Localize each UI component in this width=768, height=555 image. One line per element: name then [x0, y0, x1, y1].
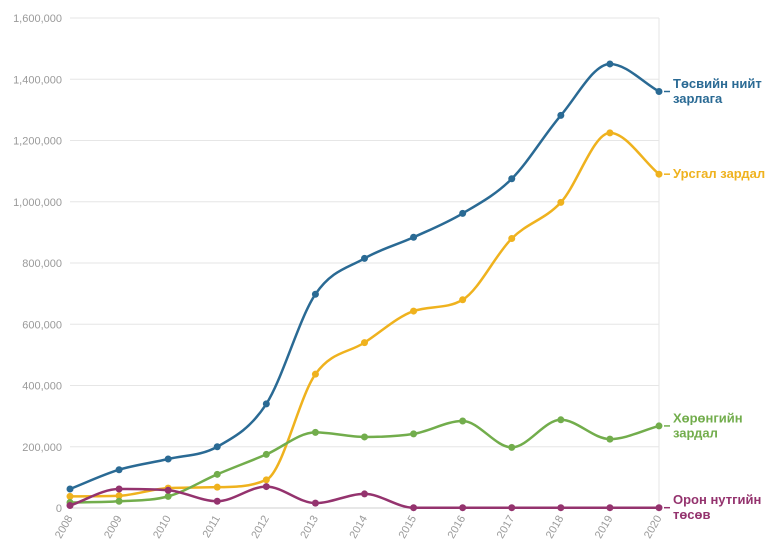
data-point	[410, 233, 418, 241]
x-tick-label: 2015	[397, 514, 420, 541]
x-axis: 2008 2009 2010 2011 2012 2013 2014 2015 2016 2017…	[53, 514, 665, 541]
x-tick-label: 2019	[593, 514, 616, 541]
data-point	[459, 209, 467, 217]
data-point	[459, 417, 467, 425]
data-point	[606, 129, 614, 137]
data-point	[508, 175, 516, 183]
data-point	[557, 111, 565, 119]
data-point	[115, 485, 123, 493]
x-tick-label: 2008	[53, 514, 76, 541]
series-group	[66, 60, 663, 512]
data-point	[213, 443, 221, 451]
data-point	[361, 254, 368, 262]
series-label-line: Төсвийн нийт	[673, 76, 762, 91]
data-point	[115, 466, 123, 474]
series-label-line: Хөрөнгийн	[673, 410, 743, 425]
data-point	[655, 422, 663, 430]
series-3	[66, 416, 663, 506]
data-point	[361, 433, 368, 441]
y-tick-label: 400,000	[22, 381, 62, 393]
data-point	[361, 339, 368, 347]
x-tick-label: 2012	[249, 514, 272, 541]
data-point	[655, 88, 663, 95]
data-point	[557, 416, 565, 424]
data-point	[213, 470, 221, 478]
data-point	[459, 296, 467, 304]
data-point	[262, 450, 270, 458]
data-point	[655, 170, 663, 178]
data-point	[655, 504, 663, 512]
x-tick-label: 2009	[102, 514, 125, 541]
data-point	[410, 307, 418, 315]
series-2	[66, 129, 663, 500]
x-tick-label: 2020	[642, 514, 665, 541]
data-point	[311, 499, 319, 507]
x-tick-label: 2018	[544, 514, 567, 541]
data-point	[164, 455, 172, 463]
data-point	[606, 435, 614, 443]
y-tick-label: 1,400,000	[13, 74, 62, 86]
series-1	[66, 60, 663, 493]
y-tick-label: 1,600,000	[13, 13, 62, 25]
data-point	[606, 504, 614, 512]
series-label-line: Орон нутгийн	[673, 492, 761, 507]
data-point	[508, 443, 516, 451]
data-point	[311, 370, 319, 378]
y-tick-label: 0	[56, 503, 62, 515]
x-tick-label: 2014	[347, 514, 370, 541]
data-point	[508, 235, 516, 242]
series-4	[66, 483, 663, 512]
data-point	[66, 492, 74, 500]
data-point	[164, 486, 172, 494]
y-tick-label: 1,000,000	[13, 197, 62, 209]
series-label: Урсгал зардал	[664, 166, 765, 181]
y-tick-label: 800,000	[22, 258, 62, 270]
x-tick-label: 2010	[151, 514, 174, 541]
data-point	[361, 490, 368, 498]
series-line	[68, 62, 661, 491]
data-point	[213, 483, 221, 491]
x-tick-label: 2011	[201, 514, 223, 540]
y-tick-label: 1,200,000	[13, 136, 62, 148]
x-tick-label: 2017	[495, 514, 518, 541]
data-point	[213, 497, 221, 505]
data-point	[262, 483, 270, 491]
data-point	[508, 504, 516, 512]
data-point	[311, 428, 319, 436]
data-point	[262, 400, 270, 408]
data-point	[164, 492, 172, 500]
data-point	[66, 502, 74, 510]
data-point	[557, 198, 565, 206]
series-label-line: зарлага	[673, 91, 723, 106]
x-tick-label: 2013	[298, 514, 321, 541]
data-point	[115, 497, 123, 505]
data-point	[262, 476, 270, 484]
series-label-line: Урсгал зардал	[673, 166, 765, 181]
y-axis: 0 200,000 400,000 600,000 800,000 1,000,000 1,…	[13, 13, 62, 515]
data-point	[459, 504, 467, 512]
series-label-line: зардал	[673, 425, 718, 440]
y-tick-label: 200,000	[22, 442, 62, 454]
series-label-line: төсөв	[673, 507, 710, 522]
data-point	[66, 485, 74, 493]
data-point	[410, 430, 418, 438]
data-point	[115, 492, 123, 500]
y-tick-label: 600,000	[22, 319, 62, 331]
data-point	[606, 60, 614, 68]
x-tick-label: 2016	[446, 514, 469, 541]
series-line	[68, 131, 661, 498]
data-point	[410, 504, 418, 512]
data-point	[557, 504, 565, 512]
data-point	[311, 290, 319, 298]
